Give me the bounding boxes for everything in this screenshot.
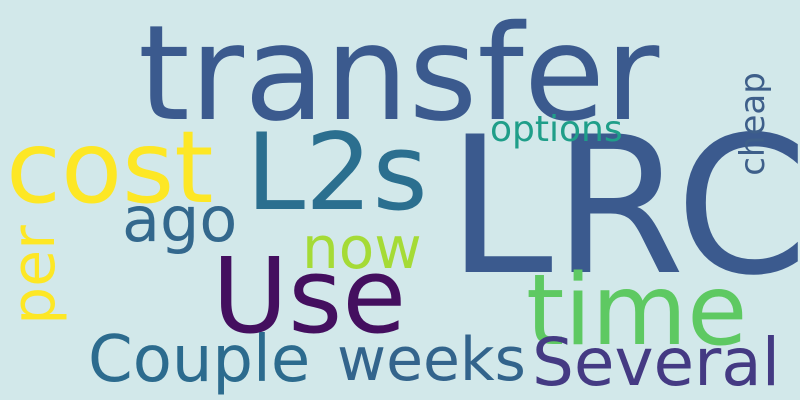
- word-now: now: [302, 214, 422, 282]
- word-options: options: [490, 109, 623, 150]
- word-ago: ago: [122, 183, 238, 256]
- word-l2s: L2s: [246, 111, 428, 234]
- word-weeks: weeks: [337, 325, 526, 395]
- word-cost: cost: [6, 109, 214, 226]
- word-use: Use: [212, 235, 407, 357]
- word-cheap: cheap: [732, 72, 773, 176]
- word-time: time: [526, 254, 748, 368]
- word-couple: Couple: [88, 323, 311, 397]
- word-lrc: LRC: [447, 96, 800, 317]
- word-per: per: [0, 225, 69, 325]
- word-several: Several: [532, 324, 781, 400]
- word-transfer: transfer: [138, 0, 660, 151]
